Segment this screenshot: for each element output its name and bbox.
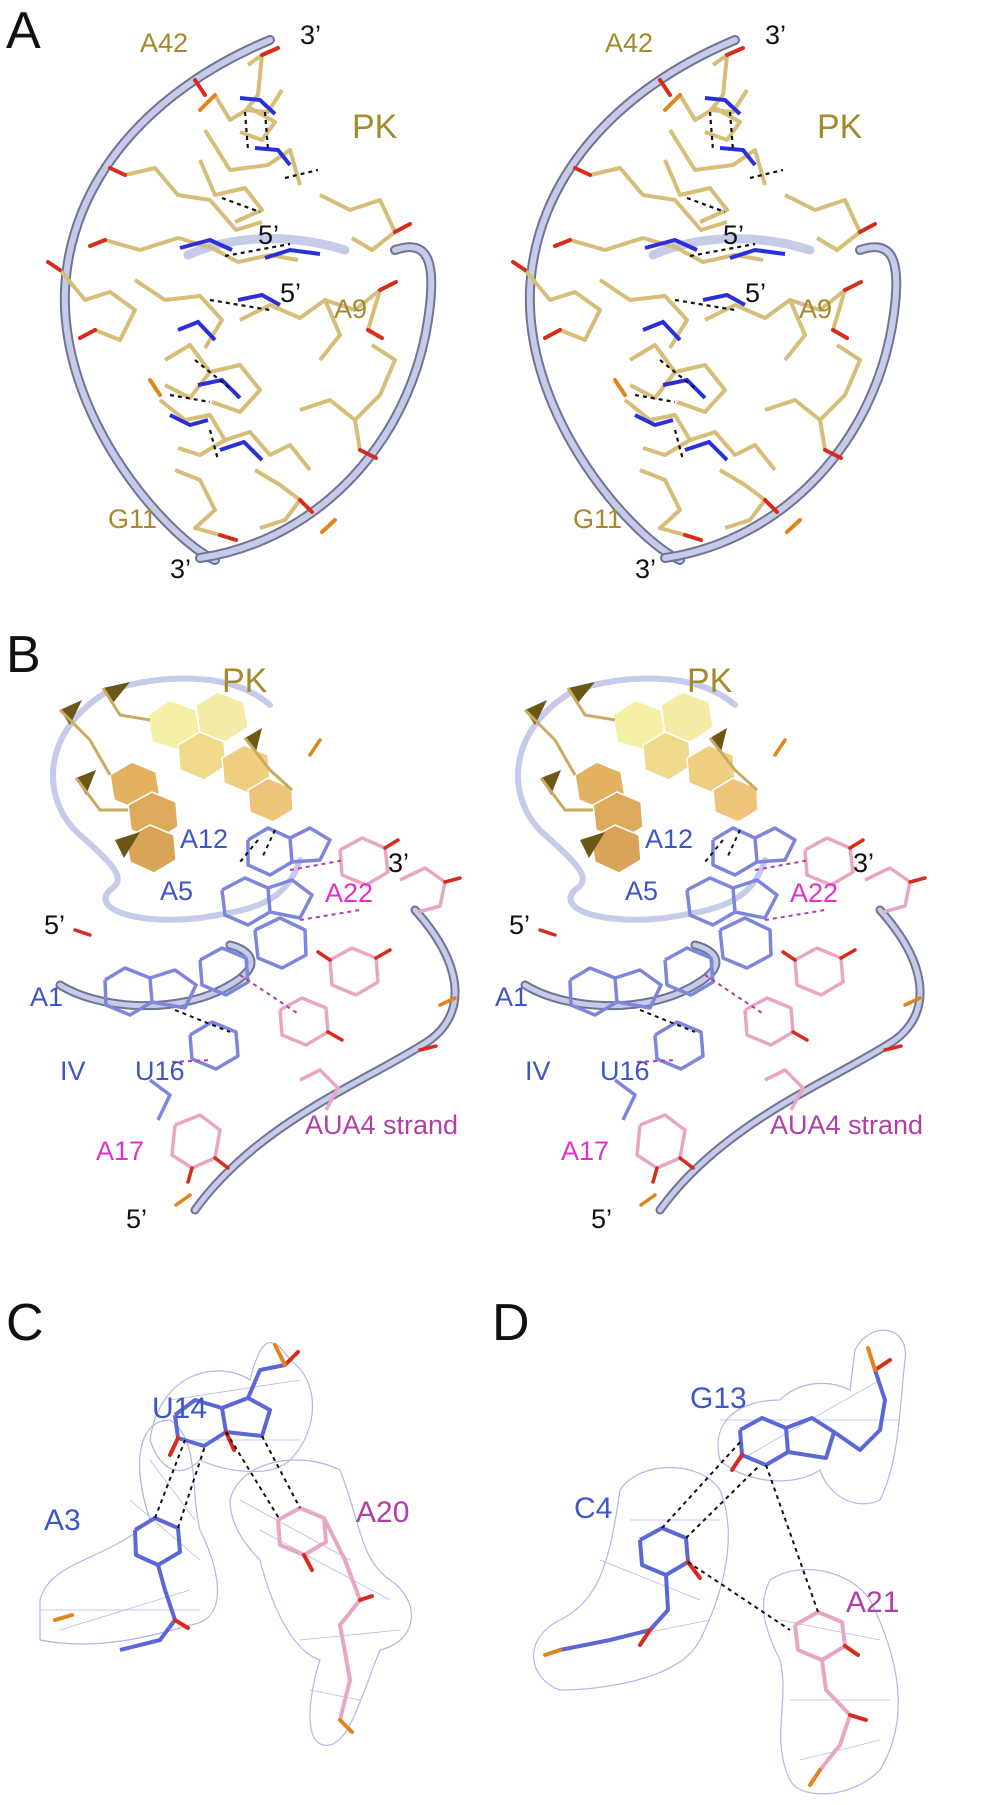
label-aua4-strand: AUA4 strand [770, 1110, 923, 1140]
label-three-prime: 3’ [853, 848, 874, 878]
label-a17: A17 [561, 1136, 609, 1166]
label-pk: PK [222, 662, 268, 700]
panel-b-right-view: PK A12 A5 A22 3’ 5’ A1 IV U16 AUA4 stran… [495, 662, 925, 1234]
label-three-prime-bottom: 3’ [170, 554, 191, 584]
label-u14: U14 [152, 1392, 207, 1425]
label-three-prime: 3’ [388, 848, 409, 878]
phosphate-atoms [543, 1346, 877, 1787]
label-g11: G11 [573, 504, 622, 534]
electron-density-mesh [533, 1329, 906, 1795]
label-a3: A3 [44, 1504, 81, 1537]
label-a9: A9 [799, 294, 832, 324]
panel-c: C [6, 1294, 412, 1746]
mesh-grid-lines [40, 1379, 401, 1701]
label-five-prime-top: 5’ [44, 910, 65, 940]
label-pk: PK [817, 108, 863, 146]
label-three-prime-bottom: 3’ [635, 554, 656, 584]
panel-letter-d: D [492, 1294, 530, 1352]
oxygen-atoms [638, 1358, 892, 1722]
panel-b-left-view: PK A12 A5 A22 3’ 5’ A1 IV U16 AUA4 stran… [30, 662, 460, 1234]
panel-a: A A42 3’ PK 5’ 5’ A9 G11 3’ A42 3’ PK 5’… [6, 2, 896, 584]
label-u16: U16 [135, 1056, 185, 1086]
electron-density-mesh [39, 1341, 412, 1746]
label-a1: A1 [30, 982, 63, 1012]
label-five-prime-top: 5’ [509, 910, 530, 940]
label-iv: IV [60, 1056, 86, 1086]
nucleotide-sticks-pink [793, 1610, 852, 1772]
label-pk: PK [687, 662, 733, 700]
label-a22: A22 [790, 878, 838, 908]
hydrogen-bond-lines [154, 1431, 301, 1529]
nucleotide-sticks-pink [276, 1506, 362, 1721]
label-five-prime-bottom: 5’ [591, 1204, 612, 1234]
label-a17: A17 [96, 1136, 144, 1166]
label-c4: C4 [574, 1492, 612, 1525]
label-a12: A12 [645, 824, 693, 854]
label-a20: A20 [356, 1496, 409, 1529]
label-five-prime-2: 5’ [280, 278, 301, 308]
panel-letter-b: B [6, 626, 41, 684]
label-a22: A22 [325, 878, 373, 908]
label-a5: A5 [625, 876, 658, 906]
panel-letter-a: A [6, 2, 41, 60]
label-three-prime-top: 3’ [300, 20, 321, 50]
label-iv: IV [525, 1056, 551, 1086]
label-a1: A1 [495, 982, 528, 1012]
panel-letter-c: C [6, 1294, 44, 1352]
panel-b: B PK A12 A5 A22 3’ 5’ A1 IV U16 AUA4 str… [6, 626, 925, 1234]
label-u16: U16 [600, 1056, 650, 1086]
label-a42: A42 [605, 28, 653, 58]
label-a12: A12 [180, 824, 228, 854]
label-a9: A9 [334, 294, 367, 324]
hydrogen-bond-lines [661, 1439, 819, 1631]
label-g13: G13 [690, 1382, 747, 1415]
label-pk: PK [352, 108, 398, 146]
panel-a-right-view: A42 3’ PK 5’ 5’ A9 G11 3’ [513, 20, 896, 584]
panel-a-left-view: A42 3’ PK 5’ 5’ A9 G11 3’ [48, 20, 431, 584]
label-five-prime-1: 5’ [723, 220, 744, 250]
label-five-prime-1: 5’ [258, 220, 279, 250]
label-five-prime-bottom: 5’ [126, 1204, 147, 1234]
label-aua4-strand: AUA4 strand [305, 1110, 458, 1140]
mesh-grid-lines [559, 1379, 900, 1761]
phosphate-atoms [53, 1343, 354, 1734]
label-g11: G11 [108, 504, 157, 534]
label-a5: A5 [160, 876, 193, 906]
label-five-prime-2: 5’ [745, 278, 766, 308]
label-a21: A21 [846, 1586, 899, 1619]
label-three-prime-top: 3’ [765, 20, 786, 50]
panel-d: D [492, 1294, 906, 1795]
label-a42: A42 [140, 28, 188, 58]
